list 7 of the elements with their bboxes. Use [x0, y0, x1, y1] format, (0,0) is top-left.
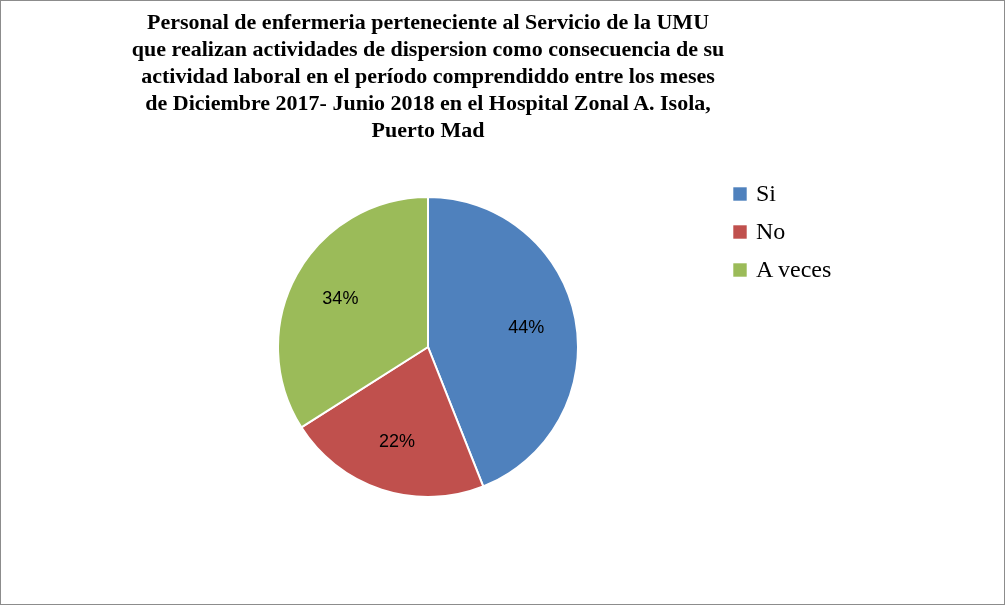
legend-label: No	[756, 218, 786, 244]
data-label: 44%	[508, 317, 545, 338]
chart-title: Personal de enfermeria perteneciente al Servicio de la UMU que realizan actividades de dispersion como consecuencia de su actividad laboral en el período comprendiddo entre los meses de Diciembre 2017- Junio 2018 en el Hospital Zonal A. Isola, Puerto Mad	[131, 9, 725, 142]
legend-label: Si	[756, 180, 777, 206]
data-label: 34%	[322, 287, 359, 308]
data-label: 22%	[379, 431, 416, 452]
legend-label: A veces	[756, 256, 832, 282]
